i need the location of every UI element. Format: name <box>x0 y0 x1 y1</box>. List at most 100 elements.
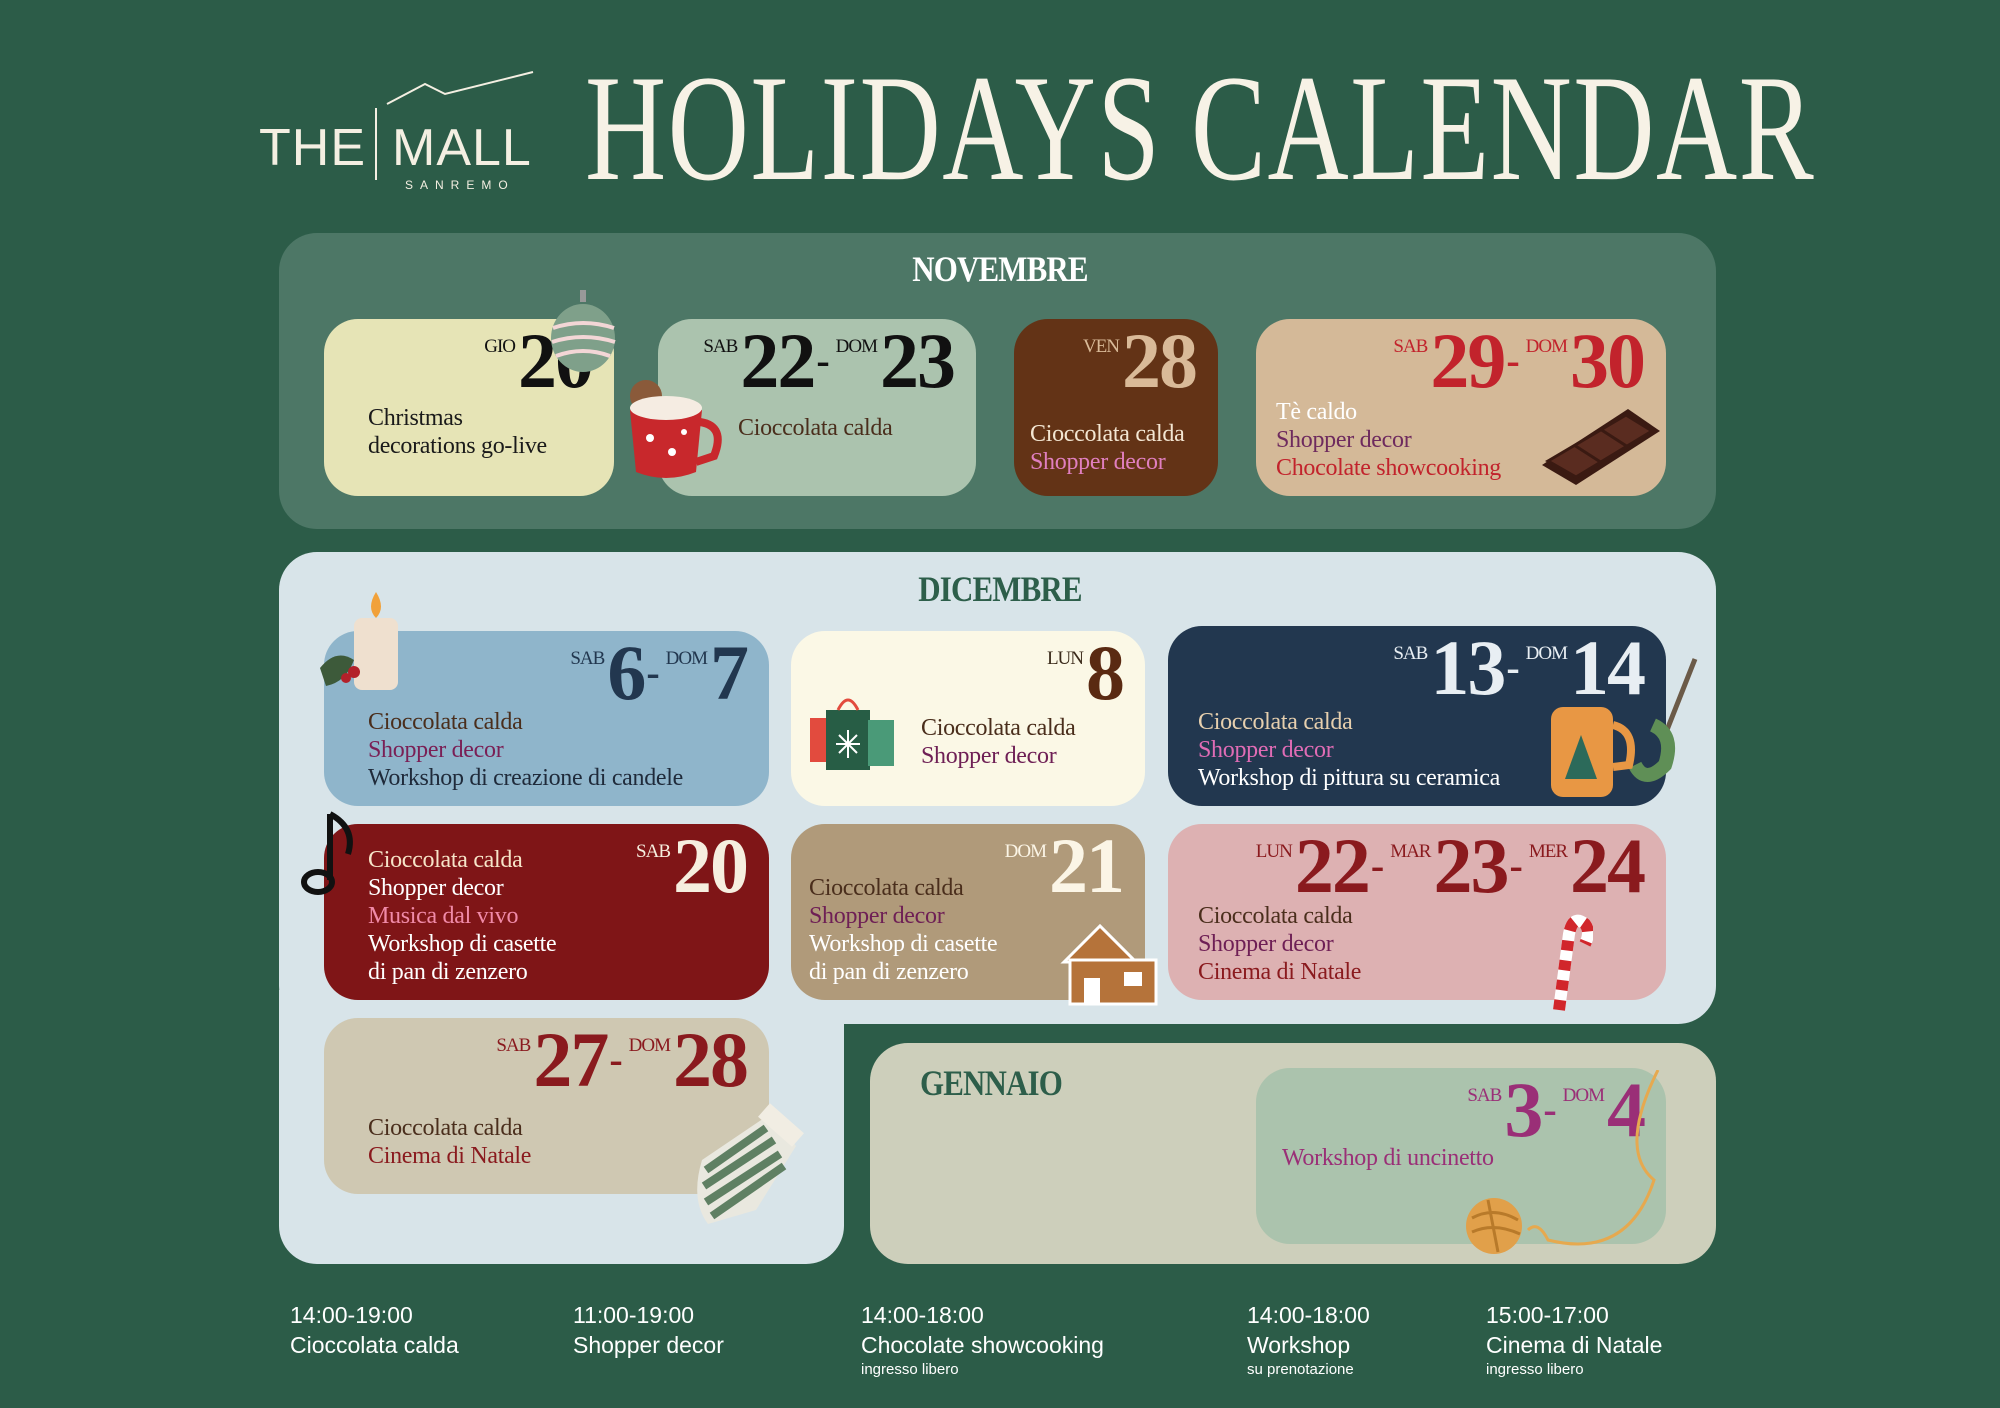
event-date: SAB 13- DOM 14 <box>1393 624 1646 711</box>
date-range-dash: - <box>1509 843 1523 888</box>
event-item: Tè caldo <box>1276 399 1357 425</box>
music-note-icon <box>301 811 353 895</box>
event-item: decorations go-live <box>368 433 547 459</box>
day-number: 27 <box>533 1016 609 1103</box>
legend-item: 14:00-19:00 Cioccolata calda <box>290 1300 459 1360</box>
legend-label: Chocolate showcooking <box>861 1332 1104 1358</box>
day-of-week: MER <box>1528 841 1568 862</box>
day-number: 23 <box>880 317 956 404</box>
date-range-dash: - <box>1506 338 1520 383</box>
day-of-week: DOM <box>1525 336 1568 357</box>
ornament-icon <box>551 290 616 372</box>
day-number: 21 <box>1049 822 1125 909</box>
legend-note: ingresso libero <box>861 1361 959 1378</box>
day-of-week: SAB <box>636 841 671 862</box>
event-card-dic-20: SAB 20 Cioccolata calda Shopper decor Musica… <box>324 824 769 1000</box>
event-list: Tè caldo Shopper decor Chocolate showcooki… <box>1276 398 1501 482</box>
event-card-dic-6: SAB 6- DOM 7 Cioccolata calda Shopper decor Wo… <box>324 631 769 806</box>
legend-item: 11:00-19:00 Shopper decor <box>573 1300 724 1360</box>
event-date: SAB 27- DOM 28 <box>496 1016 749 1103</box>
event-item: Christmas <box>368 405 463 431</box>
legend-time: 14:00-18:00 <box>1247 1302 1370 1328</box>
event-list: Cioccolata calda Cinema di Natale <box>368 1114 531 1170</box>
candle-icon <box>320 592 398 690</box>
event-item: Cioccolata calda <box>1030 421 1185 447</box>
event-date: LUN 22- MAR 23- MER 24 <box>1255 822 1646 909</box>
day-of-week: SAB <box>1393 336 1428 357</box>
page-title: HOLIDAYS CALENDAR <box>585 44 1816 212</box>
shopping-bags-icon <box>810 698 894 770</box>
legend-time: 14:00-18:00 <box>861 1302 984 1328</box>
event-date: VEN 28 <box>1083 317 1198 404</box>
logo-city: SANREMO <box>405 178 515 192</box>
legend-item: 15:00-17:00 Cinema di Natale ingresso libe… <box>1486 1300 1662 1380</box>
event-card-nov-28: VEN 28 Cioccolata calda Shopper decor <box>1014 319 1218 496</box>
day-number: 29 <box>1430 317 1506 404</box>
logo-the: THE <box>259 119 366 177</box>
event-date: LUN 8 <box>1046 629 1125 716</box>
day-number: 8 <box>1086 629 1125 716</box>
event-item: Cioccolata calda <box>809 875 964 901</box>
logo-mall: MALL <box>392 119 532 177</box>
logo-divider <box>375 108 377 180</box>
event-card-gen-3: SAB 3- DOM 4 Workshop di uncinetto <box>1256 1068 1666 1244</box>
day-of-week: LUN <box>1046 648 1084 669</box>
event-card-nov-20: GIO 20 Christmas decorations go-live <box>324 319 614 496</box>
event-item: Workshop di uncinetto <box>1282 1145 1494 1171</box>
event-item: Shopper decor <box>1276 427 1412 453</box>
event-item: Shopper decor <box>368 737 504 763</box>
event-card-dic-22: LUN 22- MAR 23- MER 24 Cioccolata calda Shopper… <box>1168 824 1666 1000</box>
day-number: 28 <box>1122 317 1198 404</box>
day-of-week: SAB <box>1393 643 1428 664</box>
candy-cane-icon <box>1553 914 1593 1011</box>
chocolate-bar-icon <box>1542 409 1660 485</box>
legend-note: ingresso libero <box>1486 1361 1584 1378</box>
event-item: Shopper decor <box>1198 737 1334 763</box>
day-number: 22 <box>740 317 816 404</box>
date-range-dash: - <box>1543 1087 1557 1132</box>
day-number: 4 <box>1607 1066 1646 1153</box>
event-list: Christmas decorations go-live <box>368 404 547 460</box>
day-number: 7 <box>710 629 749 716</box>
month-title-november: NOVEMBRE <box>912 249 1088 289</box>
event-item: Cioccolata calda <box>1198 903 1353 929</box>
day-number: 22 <box>1294 822 1371 909</box>
date-range-dash: - <box>816 338 830 383</box>
legend-label: Workshop <box>1247 1332 1351 1358</box>
event-item: Cioccolata calda <box>368 709 523 735</box>
legend-note: su prenotazione <box>1247 1361 1354 1378</box>
legend-label: Cinema di Natale <box>1486 1332 1663 1358</box>
day-of-week: DOM <box>665 648 708 669</box>
mitten-icon <box>697 1103 804 1224</box>
event-item: di pan di zenzero <box>368 959 528 985</box>
day-of-week: SAB <box>703 336 738 357</box>
day-of-week: SAB <box>570 648 605 669</box>
event-list: Cioccolata calda Shopper decor Cinema di N… <box>1198 902 1361 986</box>
event-list: Cioccolata calda Shopper decor <box>1030 420 1185 476</box>
event-item: Cioccolata calda <box>921 715 1076 741</box>
day-number: 13 <box>1430 624 1506 711</box>
day-number: 6 <box>607 629 646 716</box>
yarn-ball-icon <box>1466 1070 1660 1254</box>
day-number: 30 <box>1570 317 1646 404</box>
day-of-week: GIO <box>484 336 516 357</box>
day-number: 23 <box>1433 822 1509 909</box>
event-item: Cioccolata calda <box>368 847 523 873</box>
event-card-dic-27: SAB 27- DOM 28 Cioccolata calda Cinema di Nat… <box>324 1018 769 1194</box>
day-number: 3 <box>1504 1066 1543 1153</box>
day-of-week: DOM <box>1004 841 1047 862</box>
event-item: Shopper decor <box>368 875 504 901</box>
event-item: Workshop di casette <box>809 931 998 957</box>
event-date: SAB 20 <box>636 827 749 905</box>
event-item: di pan di zenzero <box>809 959 969 985</box>
event-item: Shopper decor <box>1198 931 1334 957</box>
event-item: Shopper decor <box>1030 449 1166 475</box>
date-range-dash: - <box>646 650 660 695</box>
event-item: Workshop di pittura su ceramica <box>1198 765 1501 791</box>
event-list: Cioccolata calda Shopper decor Workshop di… <box>368 708 683 792</box>
month-title-december: DICEMBRE <box>918 569 1082 609</box>
date-range-dash: - <box>1506 645 1520 690</box>
event-item: Cioccolata calda <box>368 1115 523 1141</box>
day-of-week: LUN <box>1255 841 1293 862</box>
date-range-dash: - <box>1370 843 1385 888</box>
